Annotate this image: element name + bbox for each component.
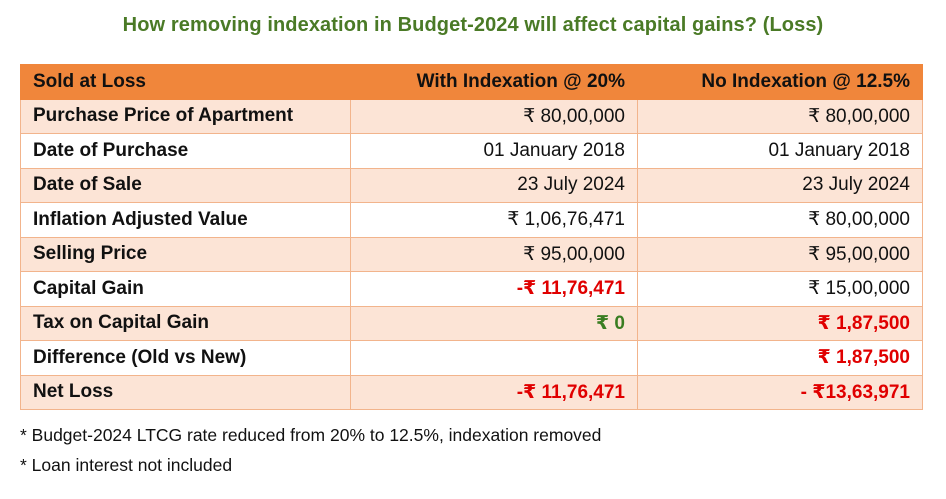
with-indexation-value: ₹ 95,00,000 — [350, 236, 638, 272]
no-indexation-value: 23 July 2024 — [637, 167, 923, 203]
no-indexation-value: ₹ 1,87,500 — [637, 340, 923, 376]
header-no-indexation: No Indexation @ 12.5% — [637, 64, 923, 100]
with-indexation-value: 23 July 2024 — [350, 167, 638, 203]
no-indexation-value: 01 January 2018 — [637, 133, 923, 169]
with-indexation-value: ₹ 80,00,000 — [350, 98, 638, 134]
no-indexation-value: - ₹13,63,971 — [637, 374, 923, 410]
with-indexation-value: 01 January 2018 — [350, 133, 638, 169]
with-indexation-value: -₹ 11,76,471 — [350, 271, 638, 307]
row-label: Tax on Capital Gain — [20, 305, 351, 341]
row-label: Difference (Old vs New) — [20, 340, 351, 376]
no-indexation-value: ₹ 80,00,000 — [637, 202, 923, 238]
row-label: Date of Purchase — [20, 133, 351, 169]
table-row: Purchase Price of Apartment ₹ 80,00,000 … — [20, 98, 923, 134]
footnote-ltcg-rate: * Budget-2024 LTCG rate reduced from 20%… — [20, 425, 602, 445]
row-label: Net Loss — [20, 374, 351, 410]
page-title: How removing indexation in Budget-2024 w… — [122, 14, 824, 36]
table-row: Tax on Capital Gain ₹ 0 ₹ 1,87,500 — [20, 305, 923, 341]
with-indexation-value — [350, 340, 638, 376]
table-row: Date of Sale 23 July 2024 23 July 2024 — [20, 167, 923, 203]
with-indexation-value: -₹ 11,76,471 — [350, 374, 638, 410]
table-row: Inflation Adjusted Value ₹ 1,06,76,471 ₹… — [20, 202, 923, 238]
with-indexation-value: ₹ 0 — [350, 305, 638, 341]
header-with-indexation: With Indexation @ 20% — [350, 64, 638, 100]
table-row: Net Loss -₹ 11,76,471 - ₹13,63,971 — [20, 374, 923, 410]
header-sold-at-loss: Sold at Loss — [20, 64, 351, 100]
with-indexation-value: ₹ 1,06,76,471 — [350, 202, 638, 238]
row-label: Selling Price — [20, 236, 351, 272]
no-indexation-value: ₹ 95,00,000 — [637, 236, 923, 272]
no-indexation-value: ₹ 1,87,500 — [637, 305, 923, 341]
no-indexation-value: ₹ 80,00,000 — [637, 98, 923, 134]
no-indexation-value: ₹ 15,00,000 — [637, 271, 923, 307]
table-row: Selling Price ₹ 95,00,000 ₹ 95,00,000 — [20, 236, 923, 272]
table-header-row: Sold at Loss With Indexation @ 20% No In… — [20, 64, 923, 100]
table-row: Date of Purchase 01 January 2018 01 Janu… — [20, 133, 923, 169]
table-row: Difference (Old vs New) ₹ 1,87,500 — [20, 340, 923, 376]
row-label: Capital Gain — [20, 271, 351, 307]
row-label: Purchase Price of Apartment — [20, 98, 351, 134]
table-row: Capital Gain -₹ 11,76,471 ₹ 15,00,000 — [20, 271, 923, 307]
row-label: Date of Sale — [20, 167, 351, 203]
capital-gains-table: Sold at Loss With Indexation @ 20% No In… — [20, 64, 923, 410]
footnote-loan-interest: * Loan interest not included — [20, 455, 233, 475]
row-label: Inflation Adjusted Value — [20, 202, 351, 238]
